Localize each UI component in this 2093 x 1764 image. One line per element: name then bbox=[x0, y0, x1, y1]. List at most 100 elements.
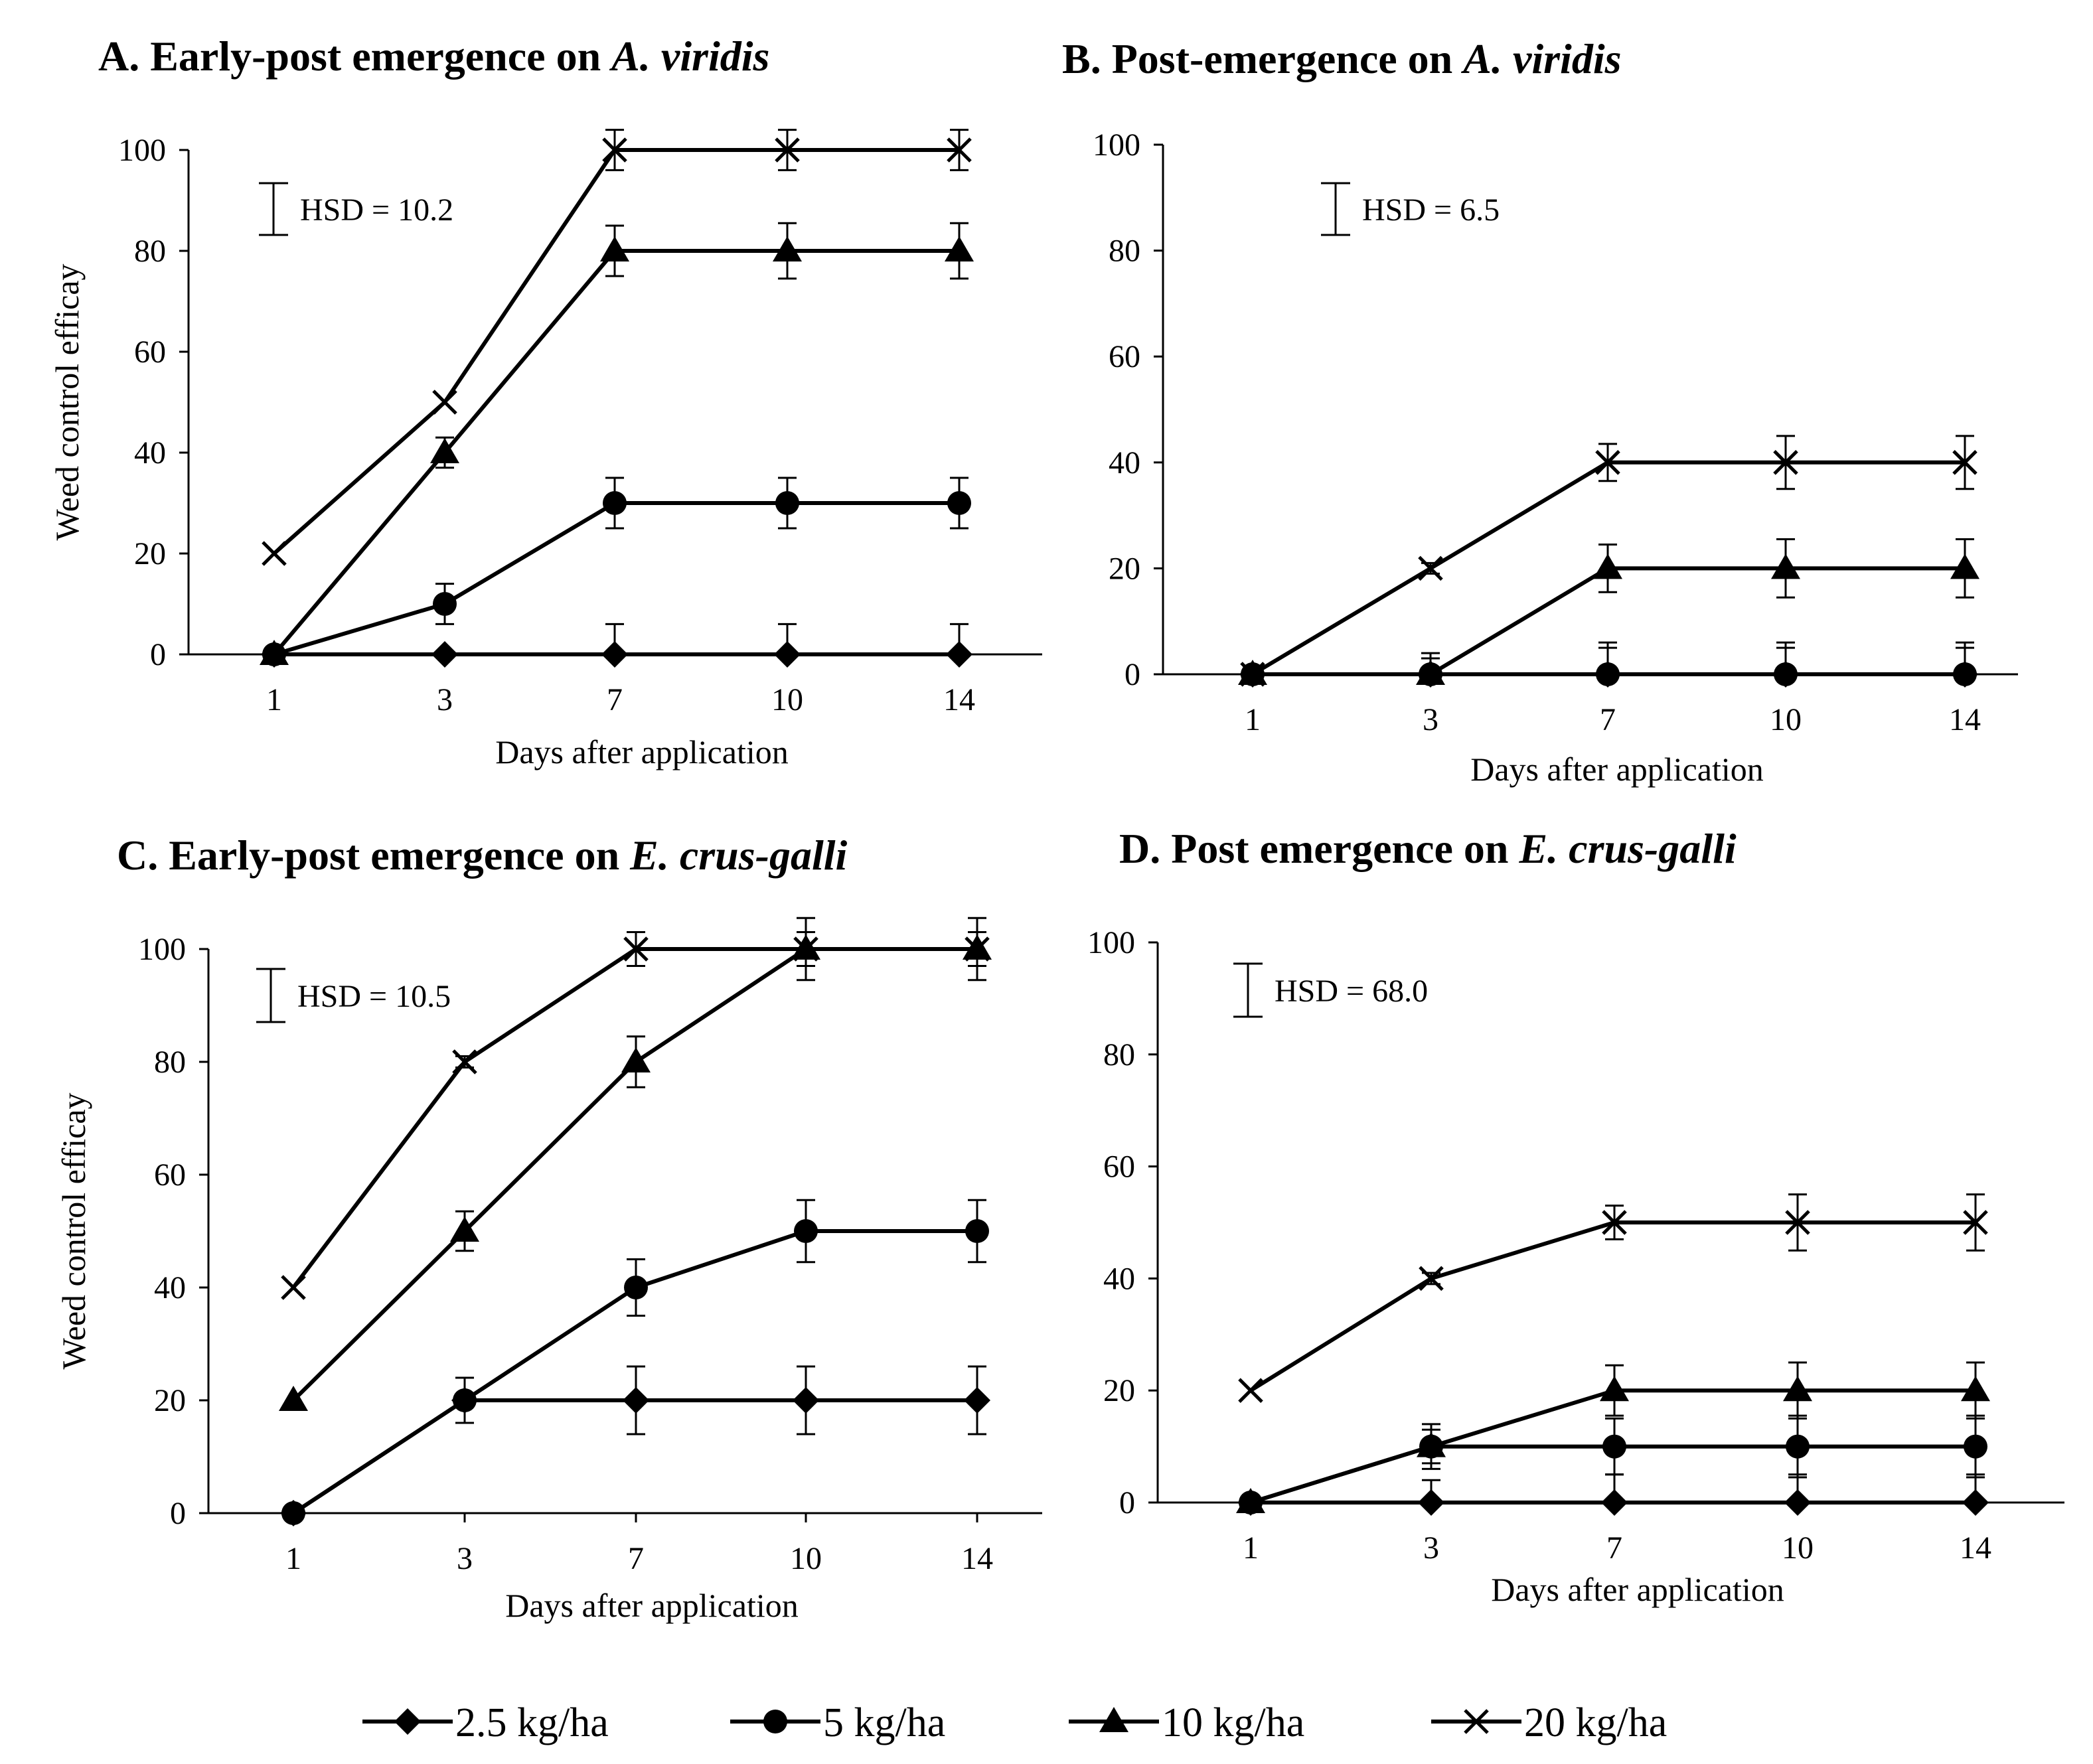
data-point bbox=[1419, 1266, 1444, 1291]
data-point bbox=[431, 641, 458, 668]
data-point bbox=[1786, 1434, 1810, 1459]
legend-marker bbox=[1099, 1707, 1128, 1732]
y-tick-label: 80 bbox=[134, 234, 166, 269]
data-point bbox=[965, 1219, 989, 1243]
x-tick-label: 10 bbox=[1770, 702, 1802, 737]
data-point bbox=[450, 1216, 479, 1242]
data-point bbox=[279, 1386, 308, 1411]
data-point bbox=[1602, 1210, 1627, 1235]
hsd-indicator: HSD = 10.2 bbox=[259, 182, 453, 236]
legend-item: 2.5 kg/ha bbox=[362, 1700, 609, 1745]
y-tick-label: 40 bbox=[1109, 445, 1140, 480]
y-tick-label: 20 bbox=[134, 536, 166, 571]
data-point bbox=[1963, 1210, 1988, 1235]
data-point bbox=[433, 592, 457, 616]
y-axis-title: Weed control efficay bbox=[48, 263, 86, 540]
chart-title: C. Early-post emergence on E. crus-galli bbox=[117, 832, 848, 879]
chart-title-species: E. crus-galli bbox=[1518, 825, 1736, 872]
series-line bbox=[272, 249, 959, 656]
chart-title: B. Post-emergence on A. viridis bbox=[1062, 35, 1622, 82]
data-point bbox=[794, 1219, 818, 1243]
chart-title-species: E. crus-galli bbox=[629, 832, 847, 879]
legend: 2.5 kg/ha 5 kg/ha 10 kg/ha 20 kg/ha bbox=[362, 1700, 1667, 1745]
legend-label: 5 kg/ha bbox=[823, 1700, 945, 1745]
chart-panel-2: C. Early-post emergence on E. crus-galli… bbox=[55, 832, 1042, 1624]
x-tick-label: 7 bbox=[628, 1541, 644, 1576]
data-point bbox=[602, 137, 627, 163]
data-point bbox=[600, 236, 629, 261]
y-tick-label: 100 bbox=[118, 133, 166, 168]
x-tick-label: 3 bbox=[457, 1541, 473, 1576]
data-point bbox=[1601, 1489, 1628, 1516]
legend-label: 10 kg/ha bbox=[1162, 1700, 1304, 1745]
series-triangle bbox=[1236, 1361, 1990, 1513]
hsd-indicator: HSD = 68.0 bbox=[1233, 962, 1428, 1018]
hsd-label: HSD = 6.5 bbox=[1362, 192, 1500, 228]
data-point bbox=[1418, 1489, 1444, 1516]
y-tick-label: 40 bbox=[134, 435, 166, 471]
hsd-indicator: HSD = 10.5 bbox=[256, 968, 451, 1023]
y-tick-label: 60 bbox=[134, 334, 166, 370]
x-tick-label: 7 bbox=[1606, 1530, 1622, 1566]
chart-panels: A. Early-post emergence on A. viridis 0 20… bbox=[48, 33, 2064, 1624]
data-point bbox=[946, 641, 972, 668]
series-circle bbox=[281, 1199, 989, 1525]
x-axis-title: Days after application bbox=[505, 1587, 798, 1624]
data-point bbox=[281, 1275, 306, 1300]
data-point bbox=[1417, 1432, 1446, 1457]
x-tick-label: 3 bbox=[1423, 702, 1438, 737]
data-point bbox=[1771, 553, 1800, 579]
x-tick-label: 14 bbox=[961, 1541, 993, 1576]
data-point bbox=[624, 1276, 648, 1299]
x-tick-label: 1 bbox=[1245, 702, 1261, 737]
x-tick-label: 3 bbox=[437, 682, 453, 717]
data-point bbox=[1600, 1376, 1629, 1402]
data-point bbox=[793, 1387, 819, 1414]
y-tick-label: 40 bbox=[154, 1270, 186, 1305]
data-point bbox=[623, 1387, 649, 1414]
data-point bbox=[793, 936, 818, 962]
x-tick-label: 14 bbox=[1960, 1530, 1991, 1566]
data-point bbox=[430, 438, 459, 463]
x-tick-label: 1 bbox=[285, 1541, 301, 1576]
chart-title-species: A. viridis bbox=[609, 33, 769, 80]
data-point bbox=[452, 1049, 477, 1074]
data-point bbox=[1773, 450, 1798, 475]
chart-title: A. Early-post emergence on A. viridis bbox=[98, 33, 769, 80]
x-tick-label: 10 bbox=[790, 1541, 822, 1576]
series-triangle bbox=[260, 222, 974, 665]
chart-panel-1: B. Post-emergence on A. viridis 0 20 40 60 80… bbox=[1062, 35, 2018, 788]
data-point bbox=[1416, 660, 1445, 685]
hsd-label: HSD = 10.2 bbox=[300, 192, 453, 228]
y-tick-label: 20 bbox=[1103, 1373, 1135, 1408]
data-point bbox=[453, 1388, 477, 1412]
y-tick-label: 0 bbox=[170, 1496, 186, 1531]
y-tick-label: 60 bbox=[1109, 339, 1140, 374]
legend-label: 2.5 kg/ha bbox=[455, 1700, 609, 1745]
y-tick-label: 0 bbox=[1124, 657, 1140, 692]
data-point bbox=[947, 137, 972, 163]
chart-title: D. Post emergence on E. crus-galli bbox=[1119, 825, 1737, 872]
x-tick-label: 1 bbox=[266, 682, 282, 717]
chart-title-prefix: A. Early-post emergence on bbox=[98, 33, 611, 80]
data-point bbox=[262, 541, 287, 566]
x-axis-title: Days after application bbox=[1470, 751, 1763, 788]
data-point bbox=[1774, 662, 1798, 686]
series-x bbox=[281, 931, 990, 1300]
data-point bbox=[1595, 450, 1620, 475]
series-line bbox=[273, 501, 959, 656]
x-axis-title: Days after application bbox=[495, 733, 788, 771]
y-tick-label: 0 bbox=[150, 637, 166, 672]
data-point bbox=[964, 1387, 990, 1414]
y-tick-label: 100 bbox=[1087, 925, 1135, 960]
data-point bbox=[432, 390, 457, 415]
data-point bbox=[947, 491, 971, 515]
x-tick-label: 14 bbox=[1949, 702, 1981, 737]
data-point bbox=[1236, 1488, 1265, 1513]
legend-item: 20 kg/ha bbox=[1431, 1700, 1667, 1745]
y-tick-label: 40 bbox=[1103, 1261, 1135, 1296]
data-point bbox=[1784, 1489, 1811, 1516]
chart-title-species: A. viridis bbox=[1460, 35, 1621, 82]
data-point bbox=[1785, 1210, 1810, 1235]
data-point bbox=[1602, 1434, 1626, 1459]
